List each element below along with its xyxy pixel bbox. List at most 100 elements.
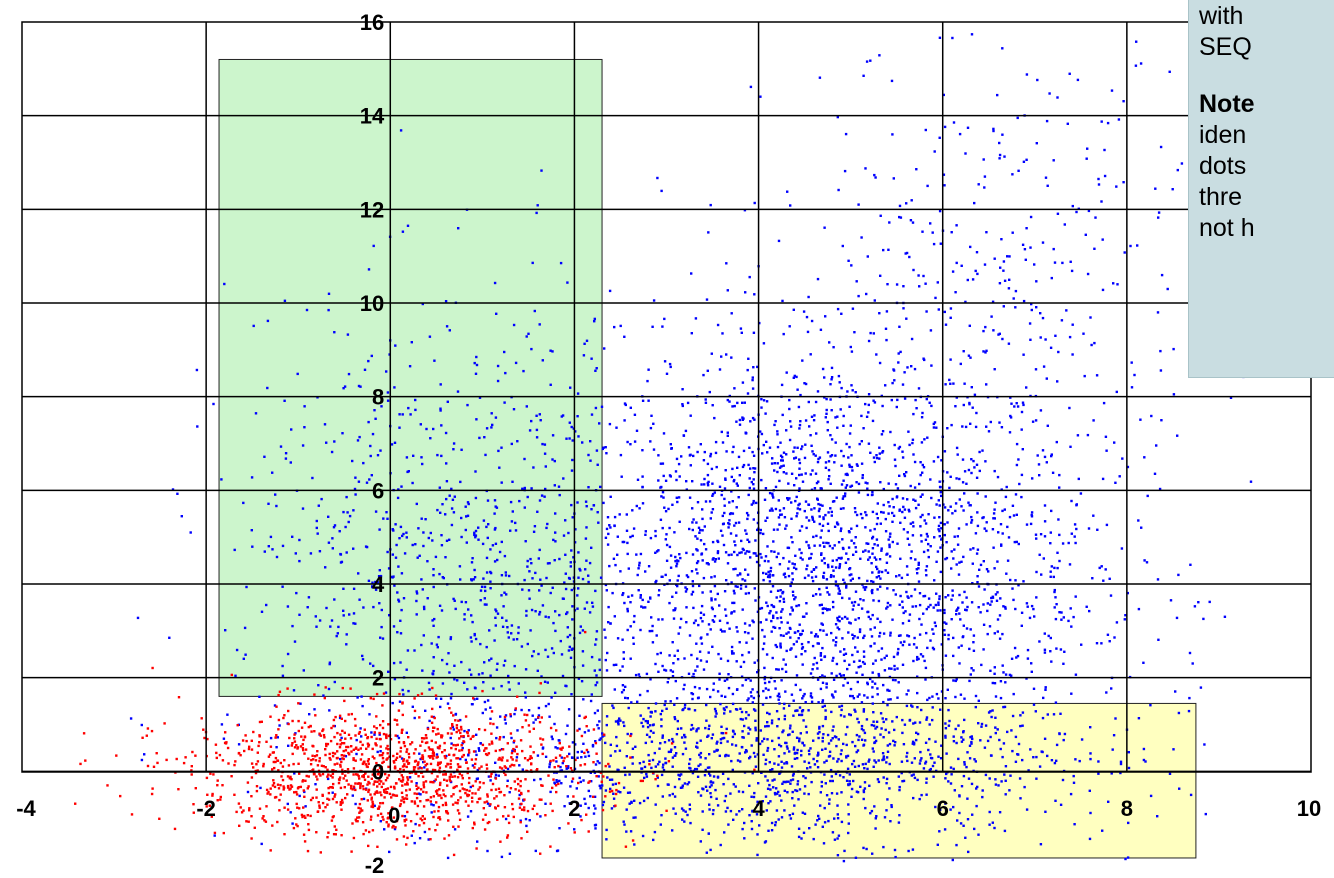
data-point: [587, 754, 591, 758]
data-point: [638, 561, 641, 565]
data-point: [840, 674, 843, 677]
data-point: [885, 310, 889, 313]
data-point: [1027, 769, 1030, 772]
data-point: [683, 782, 687, 785]
data-point: [817, 814, 820, 818]
data-point: [506, 631, 509, 634]
data-point: [463, 729, 466, 733]
data-point: [416, 556, 419, 559]
data-point: [1172, 347, 1175, 351]
data-point: [981, 449, 984, 452]
data-point: [779, 634, 783, 637]
data-point: [713, 491, 716, 494]
data-point: [688, 808, 692, 811]
data-point: [919, 515, 922, 519]
data-point: [984, 460, 987, 463]
data-point: [928, 737, 931, 741]
data-point: [804, 382, 808, 386]
data-point: [641, 834, 645, 838]
data-point: [971, 582, 974, 585]
data-point: [897, 352, 900, 355]
data-point: [848, 432, 852, 435]
data-point: [819, 804, 822, 807]
data-point: [725, 753, 728, 757]
data-point: [975, 476, 979, 479]
data-point: [699, 528, 702, 532]
data-point: [622, 540, 626, 544]
data-point: [809, 473, 812, 476]
data-point: [668, 654, 671, 657]
data-point: [746, 392, 750, 395]
data-point: [340, 798, 344, 802]
data-point: [1022, 160, 1026, 163]
data-point: [1108, 577, 1111, 580]
data-point: [444, 756, 447, 760]
data-point: [1126, 856, 1130, 859]
data-point: [745, 711, 748, 714]
data-point: [944, 734, 947, 738]
data-point: [850, 787, 854, 791]
data-point: [927, 748, 930, 752]
data-point: [924, 760, 928, 763]
data-point: [906, 498, 909, 501]
data-point: [1071, 204, 1074, 208]
data-point: [966, 797, 969, 800]
data-point: [196, 425, 199, 428]
data-point: [473, 533, 476, 537]
data-point: [694, 767, 697, 771]
data-point: [830, 409, 833, 412]
data-point: [943, 633, 947, 636]
data-point: [463, 788, 466, 791]
data-point: [823, 806, 826, 810]
data-point: [1017, 169, 1020, 172]
data-point: [703, 525, 706, 528]
data-point: [754, 539, 757, 542]
data-point: [668, 601, 671, 605]
data-point: [1010, 402, 1013, 405]
data-point: [551, 458, 554, 461]
data-point: [419, 757, 422, 761]
data-point: [664, 510, 668, 513]
data-point: [479, 642, 482, 646]
data-point: [747, 493, 750, 497]
data-point: [503, 591, 506, 594]
data-point: [943, 533, 946, 537]
data-point: [669, 475, 672, 478]
data-point: [584, 755, 587, 758]
data-point: [562, 477, 565, 480]
data-point: [453, 495, 456, 498]
data-point: [762, 642, 766, 645]
data-point: [829, 482, 832, 485]
data-point: [422, 786, 426, 789]
data-point: [974, 425, 978, 429]
data-point: [733, 540, 736, 543]
data-point: [684, 429, 688, 433]
data-point: [862, 729, 865, 732]
data-point: [881, 752, 885, 755]
data-point: [821, 611, 825, 615]
data-point: [832, 725, 835, 728]
data-point: [641, 725, 645, 728]
data-point: [444, 300, 448, 303]
data-point: [928, 723, 931, 726]
data-point: [748, 540, 751, 544]
data-point: [513, 750, 516, 753]
data-point: [788, 704, 791, 707]
data-point: [617, 790, 620, 793]
data-point: [676, 658, 680, 661]
data-point: [752, 454, 756, 457]
data-point: [970, 521, 973, 524]
data-point: [824, 709, 827, 712]
data-point: [785, 762, 789, 765]
data-point: [452, 442, 456, 445]
data-point: [782, 597, 785, 601]
data-point: [594, 823, 598, 827]
data-point: [879, 577, 882, 580]
data-point: [452, 825, 455, 828]
data-point: [994, 731, 997, 735]
data-point: [597, 727, 600, 730]
data-point: [878, 558, 882, 561]
data-point: [498, 550, 502, 554]
data-point: [386, 550, 389, 554]
data-point: [922, 612, 925, 615]
